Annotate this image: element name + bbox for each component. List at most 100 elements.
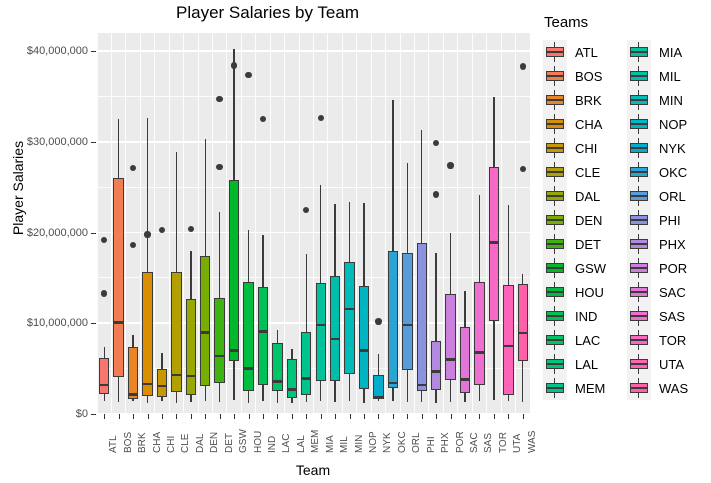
y-tick-label: $30,000,000 [26,135,88,148]
boxplot-was[interactable] [97,33,530,414]
boxplot-okc[interactable] [97,33,530,414]
legend-label: OKC [659,164,688,180]
legend-item-bos[interactable]: BOS [543,64,606,88]
boxplot-den[interactable] [97,33,530,414]
legend-item-gsw[interactable]: GSW [543,256,606,280]
boxplot-orl[interactable] [97,33,530,414]
whisker-line [305,254,307,403]
legend-item-mil[interactable]: MIL [627,64,688,88]
boxplot-phx[interactable] [97,33,530,414]
median-line [387,381,399,385]
x-tick-mark [190,414,192,419]
median-line [503,344,514,348]
x-tick-label-brk: BRK [137,432,149,453]
legend-item-tor[interactable]: TOR [627,328,688,352]
legend-item-nop[interactable]: NOP [627,112,688,136]
x-tick-mark [450,414,452,419]
boxplot-bos[interactable] [97,33,530,414]
legend-key-median [630,147,648,149]
legend-item-dal[interactable]: DAL [543,184,606,208]
boxplot-nyk[interactable] [97,33,530,414]
boxplot-sas[interactable] [97,33,530,414]
legend-item-okc[interactable]: OKC [627,160,688,184]
legend-item-was[interactable]: WAS [627,376,688,400]
outlier-point [519,63,526,70]
legend-label: UTA [659,356,685,372]
boxplot-det[interactable] [97,33,530,414]
boxplot-dal[interactable] [97,33,530,414]
boxplot-phi[interactable] [97,33,530,414]
legend-label: PHX [659,236,686,252]
legend-key-median [630,99,648,101]
legend-key-icon [627,304,651,328]
legend-column-1: ATL BOS BRK CHA CHI CLE DAL DEN DET GSW HOU IND LAC L… [543,40,606,400]
legend-key-median [546,99,564,101]
gridline-minor-x [428,33,430,414]
boxplot-mem[interactable] [97,33,530,414]
boxplot-brk[interactable] [97,33,530,414]
boxplot-uta[interactable] [97,33,530,414]
outlier-point [144,231,151,238]
x-tick-label-uta: UTA [512,433,524,453]
legend-item-uta[interactable]: UTA [627,352,688,376]
median-line [459,378,471,381]
legend-item-phx[interactable]: PHX [627,232,688,256]
gridline-minor-x [255,33,257,414]
legend-item-cle[interactable]: CLE [543,160,606,184]
legend-item-min[interactable]: MIN [627,88,688,112]
box-iqr [387,250,399,388]
legend-item-sas[interactable]: SAS [627,304,688,328]
boxplot-por[interactable] [97,33,530,414]
boxplot-mil[interactable] [97,33,530,414]
legend-item-brk[interactable]: BRK [543,88,606,112]
legend-label: SAS [659,308,686,324]
boxplot-tor[interactable] [97,33,530,414]
gridline-minor-x [154,33,156,414]
legend-item-orl[interactable]: ORL [627,184,688,208]
legend-item-chi[interactable]: CHI [543,136,606,160]
legend-key-icon [543,184,567,208]
legend-item-ind[interactable]: IND [543,304,606,328]
box-iqr [200,256,211,386]
legend-item-hou[interactable]: HOU [543,280,606,304]
boxplot-lac[interactable] [97,33,530,414]
legend-item-atl[interactable]: ATL [543,40,606,64]
boxplot-mia[interactable] [97,33,530,414]
legend-item-mia[interactable]: MIA [627,40,688,64]
legend-item-nyk[interactable]: NYK [627,136,688,160]
gridline-minor-x [110,33,112,414]
boxplot-atl[interactable] [97,33,530,414]
legend-key-median [630,315,648,317]
boxplot-nop[interactable] [97,33,530,414]
x-tick-label-sas: SAS [483,432,495,453]
legend-item-mem[interactable]: MEM [543,376,606,400]
legend-item-phi[interactable]: PHI [627,208,688,232]
legend-item-det[interactable]: DET [543,232,606,256]
box-iqr [243,281,254,392]
median-line [344,307,355,310]
boxplot-chi[interactable] [97,33,530,414]
boxplot-hou[interactable] [97,33,530,414]
legend-item-den[interactable]: DEN [543,208,606,232]
legend-item-cha[interactable]: CHA [543,112,606,136]
outlier-point [447,162,454,169]
boxplot-gsw[interactable] [97,33,530,414]
median-line [214,354,225,358]
gridline-minor-x [414,33,416,414]
boxplot-cle[interactable] [97,33,530,414]
boxplot-lal[interactable] [97,33,530,414]
boxplot-min[interactable] [97,33,530,414]
legend-item-sac[interactable]: SAC [627,280,688,304]
boxplot-cha[interactable] [97,33,530,414]
legend-key-median [630,123,648,125]
boxplot-sac[interactable] [97,33,530,414]
legend-item-lal[interactable]: LAL [543,352,606,376]
legend-item-por[interactable]: POR [627,256,688,280]
legend-label: CLE [575,164,601,180]
legend-item-lac[interactable]: LAC [543,328,606,352]
x-tick-mark [508,414,510,419]
box-iqr [185,298,196,395]
box-iqr [156,368,168,397]
boxplot-ind[interactable] [97,33,530,414]
outlier-point [129,242,137,249]
